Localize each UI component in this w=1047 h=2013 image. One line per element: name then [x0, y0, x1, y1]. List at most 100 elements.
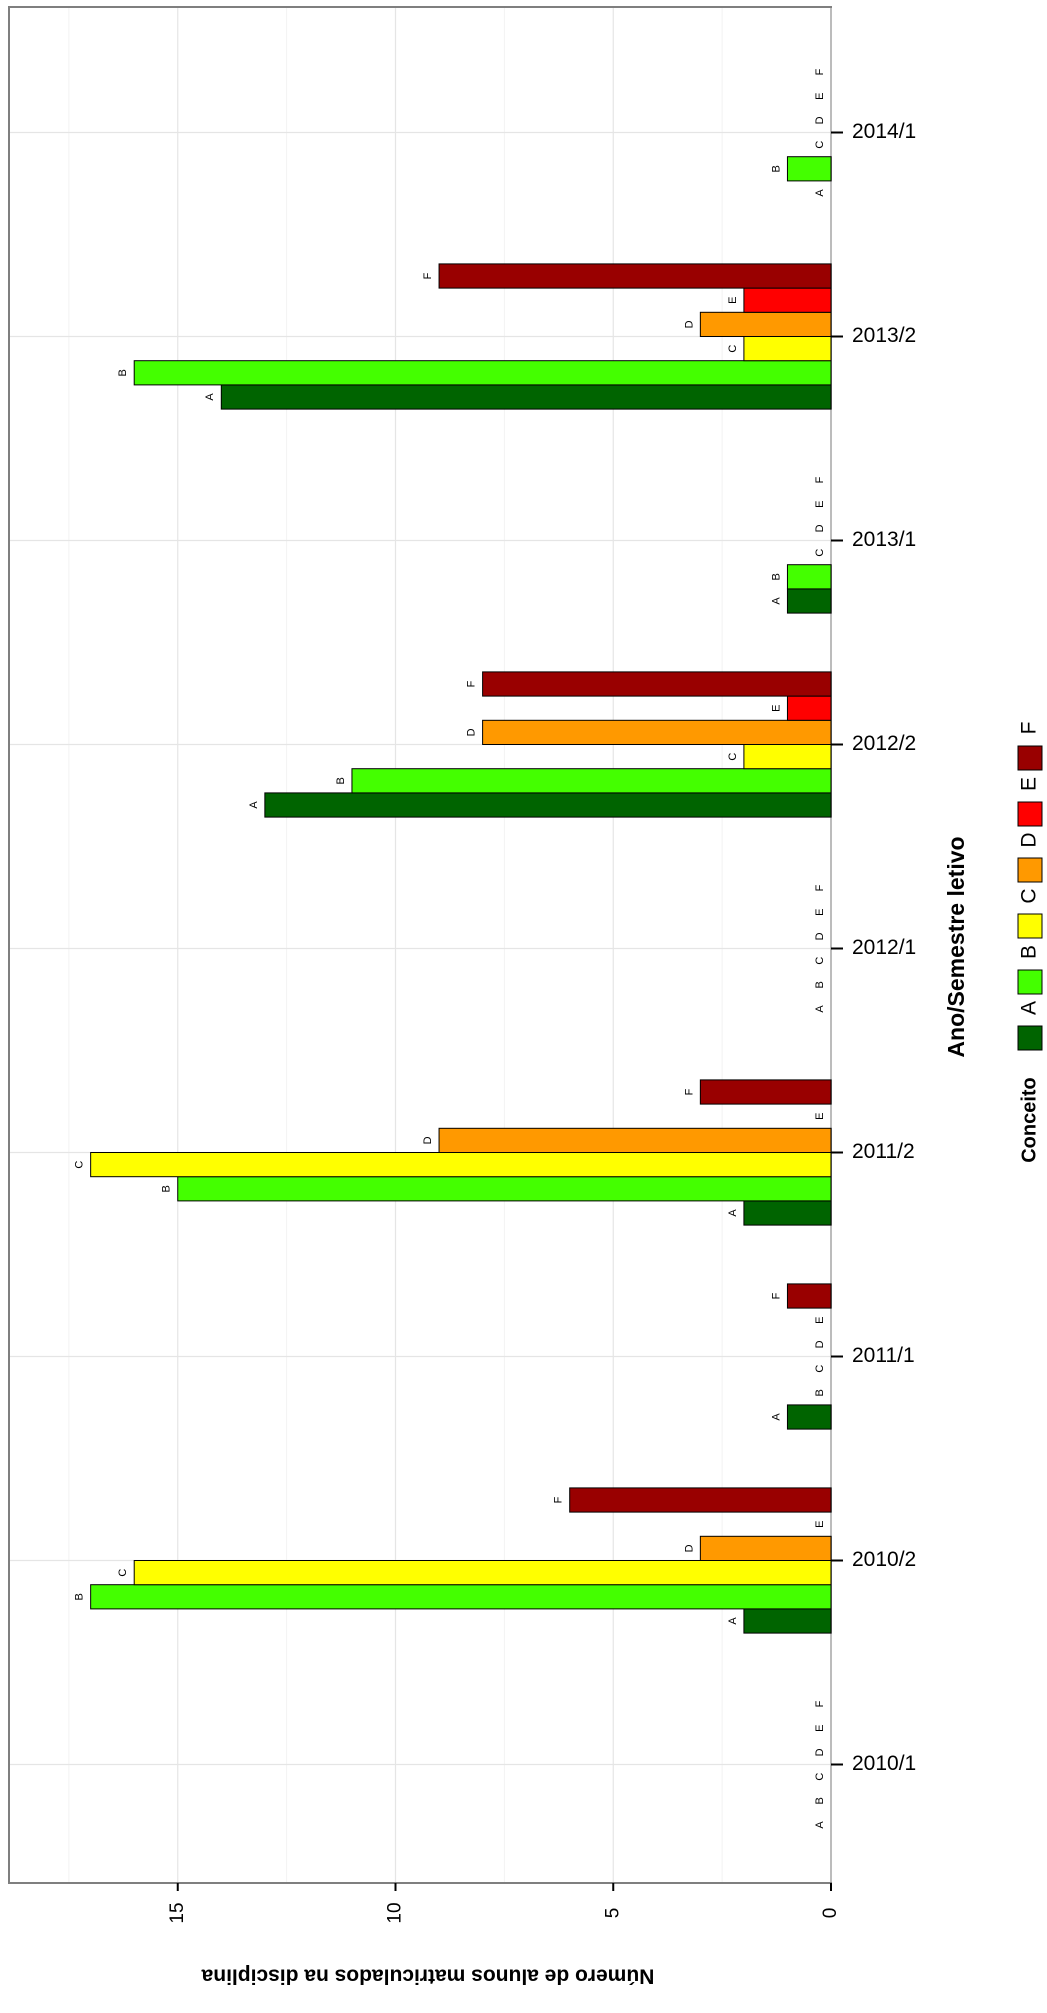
- bar-label: A: [814, 1821, 826, 1829]
- bar-label: D: [422, 1136, 434, 1144]
- bar-label: D: [683, 1544, 695, 1552]
- bar-2013/1-B: [786, 564, 832, 590]
- bar-label: B: [814, 1797, 826, 1804]
- bar-2013/2-E: [743, 287, 832, 313]
- bar-labels: A B C D E F A B C D E F A B C D E F A B C D E F A B C D E F A B C D E F A B C D…: [74, 68, 826, 1828]
- legend-label-A: A: [1018, 1001, 1041, 1015]
- bar-2010/2-B: [90, 1584, 832, 1610]
- bar-2011/2-F: [699, 1079, 832, 1105]
- bars: [90, 156, 832, 1634]
- bar-label: E: [814, 909, 826, 916]
- bar-2011/1-A: [786, 1404, 832, 1430]
- bar-2012/2-F: [482, 671, 832, 697]
- bar-label: B: [74, 1593, 86, 1600]
- bar-label: D: [466, 728, 478, 736]
- bar-label: B: [770, 573, 782, 580]
- bar-label: A: [770, 1413, 782, 1421]
- bar-2010/2-D: [699, 1535, 832, 1562]
- bar-label: D: [814, 116, 826, 124]
- legend-swatch-C: [1017, 913, 1043, 939]
- bar-2012/2-E: [786, 695, 832, 721]
- bar-2011/1-F: [786, 1283, 832, 1309]
- bar-label: D: [814, 1340, 826, 1348]
- bar-label: C: [74, 1161, 86, 1169]
- legend-label-D: D: [1018, 832, 1041, 847]
- bar-2012/2-B: [351, 768, 832, 794]
- bar-2012/2-D: [482, 719, 832, 745]
- bar-label: F: [770, 1292, 782, 1299]
- bar-label: F: [814, 68, 826, 75]
- bar-label: C: [814, 549, 826, 557]
- axes: 0 5 10 15 2010/1 2010/2 2011/1 2011/2 2012/1 2012…: [167, 120, 916, 1924]
- bar-label: F: [553, 1496, 565, 1503]
- bar-2013/2-A: [220, 384, 832, 410]
- bar-label: A: [814, 1005, 826, 1013]
- x-axis-title: Ano/Semestre letivo: [943, 836, 969, 1057]
- bar-2014/1-B: [786, 156, 832, 182]
- bar-label: E: [814, 1113, 826, 1120]
- bar-label: A: [727, 1617, 739, 1625]
- category-tick-label: 2014/1: [852, 120, 916, 143]
- bar-label: F: [814, 884, 826, 891]
- legend-swatch-E: [1017, 801, 1043, 827]
- bar-2013/2-B: [133, 360, 832, 386]
- bar-label: D: [814, 1748, 826, 1756]
- bar-label: D: [683, 320, 695, 328]
- bar-label: C: [814, 1365, 826, 1373]
- category-tick-label: 2010/1: [852, 1752, 916, 1775]
- bar-2013/2-C: [743, 336, 832, 362]
- legend-label-B: B: [1018, 945, 1041, 959]
- legend-swatch-D: [1017, 857, 1043, 883]
- bar-label: E: [814, 1521, 826, 1528]
- bar-label: B: [161, 1185, 173, 1192]
- legend-swatch-F: [1017, 745, 1043, 771]
- y-axis-title: Número de alunos matriculados na discipl…: [201, 1964, 654, 1987]
- legend-label-F: F: [1018, 722, 1041, 735]
- category-tick-label: 2012/2: [852, 732, 916, 755]
- bar-label: B: [770, 165, 782, 172]
- legend-label-E: E: [1018, 777, 1041, 791]
- bar-label: A: [204, 393, 216, 401]
- bar-label: C: [814, 141, 826, 149]
- category-tick-label: 2013/2: [852, 324, 916, 347]
- bar-label: F: [466, 680, 478, 687]
- bar-2010/2-C: [133, 1560, 832, 1586]
- bar-label: F: [422, 272, 434, 279]
- bar-label: C: [814, 1773, 826, 1781]
- value-tick-label: 15: [167, 1902, 188, 1923]
- bar-2012/2-C: [743, 744, 832, 770]
- bar-2013/1-A: [786, 588, 832, 614]
- bar-2012/2-A: [264, 792, 832, 818]
- bar-label: D: [814, 932, 826, 940]
- bar-label: B: [814, 1389, 826, 1396]
- bar-2013/2-F: [438, 263, 832, 289]
- legend: Conceito A B C D E F: [1017, 722, 1043, 1163]
- bar-label: F: [683, 1088, 695, 1095]
- bar-2013/2-D: [699, 311, 832, 337]
- bar-label: B: [117, 369, 129, 376]
- bar-2011/2-D: [438, 1127, 832, 1154]
- bar-label: B: [335, 777, 347, 784]
- bar-2011/2-C: [90, 1152, 832, 1178]
- bar-label: F: [814, 476, 826, 483]
- bar-label: D: [814, 524, 826, 532]
- bar-label: A: [727, 1209, 739, 1217]
- bar-2010/2-F: [569, 1487, 832, 1513]
- bar-label: E: [814, 93, 826, 100]
- category-tick-label: 2013/1: [852, 528, 916, 551]
- category-tick-label: 2012/1: [852, 936, 916, 959]
- bar-2010/2-A: [743, 1608, 832, 1634]
- bar-label: E: [727, 297, 739, 304]
- legend-swatch-A: [1017, 1025, 1043, 1051]
- bar-label: E: [814, 1317, 826, 1324]
- category-tick-label: 2010/2: [852, 1548, 916, 1571]
- bar-2011/2-B: [177, 1176, 832, 1202]
- bar-label: E: [814, 1725, 826, 1732]
- bar-label: C: [814, 957, 826, 965]
- bar-label: A: [248, 801, 260, 809]
- value-tick-label: 0: [820, 1908, 841, 1919]
- value-tick-label: 5: [602, 1908, 623, 1919]
- bar-label: C: [117, 1569, 129, 1577]
